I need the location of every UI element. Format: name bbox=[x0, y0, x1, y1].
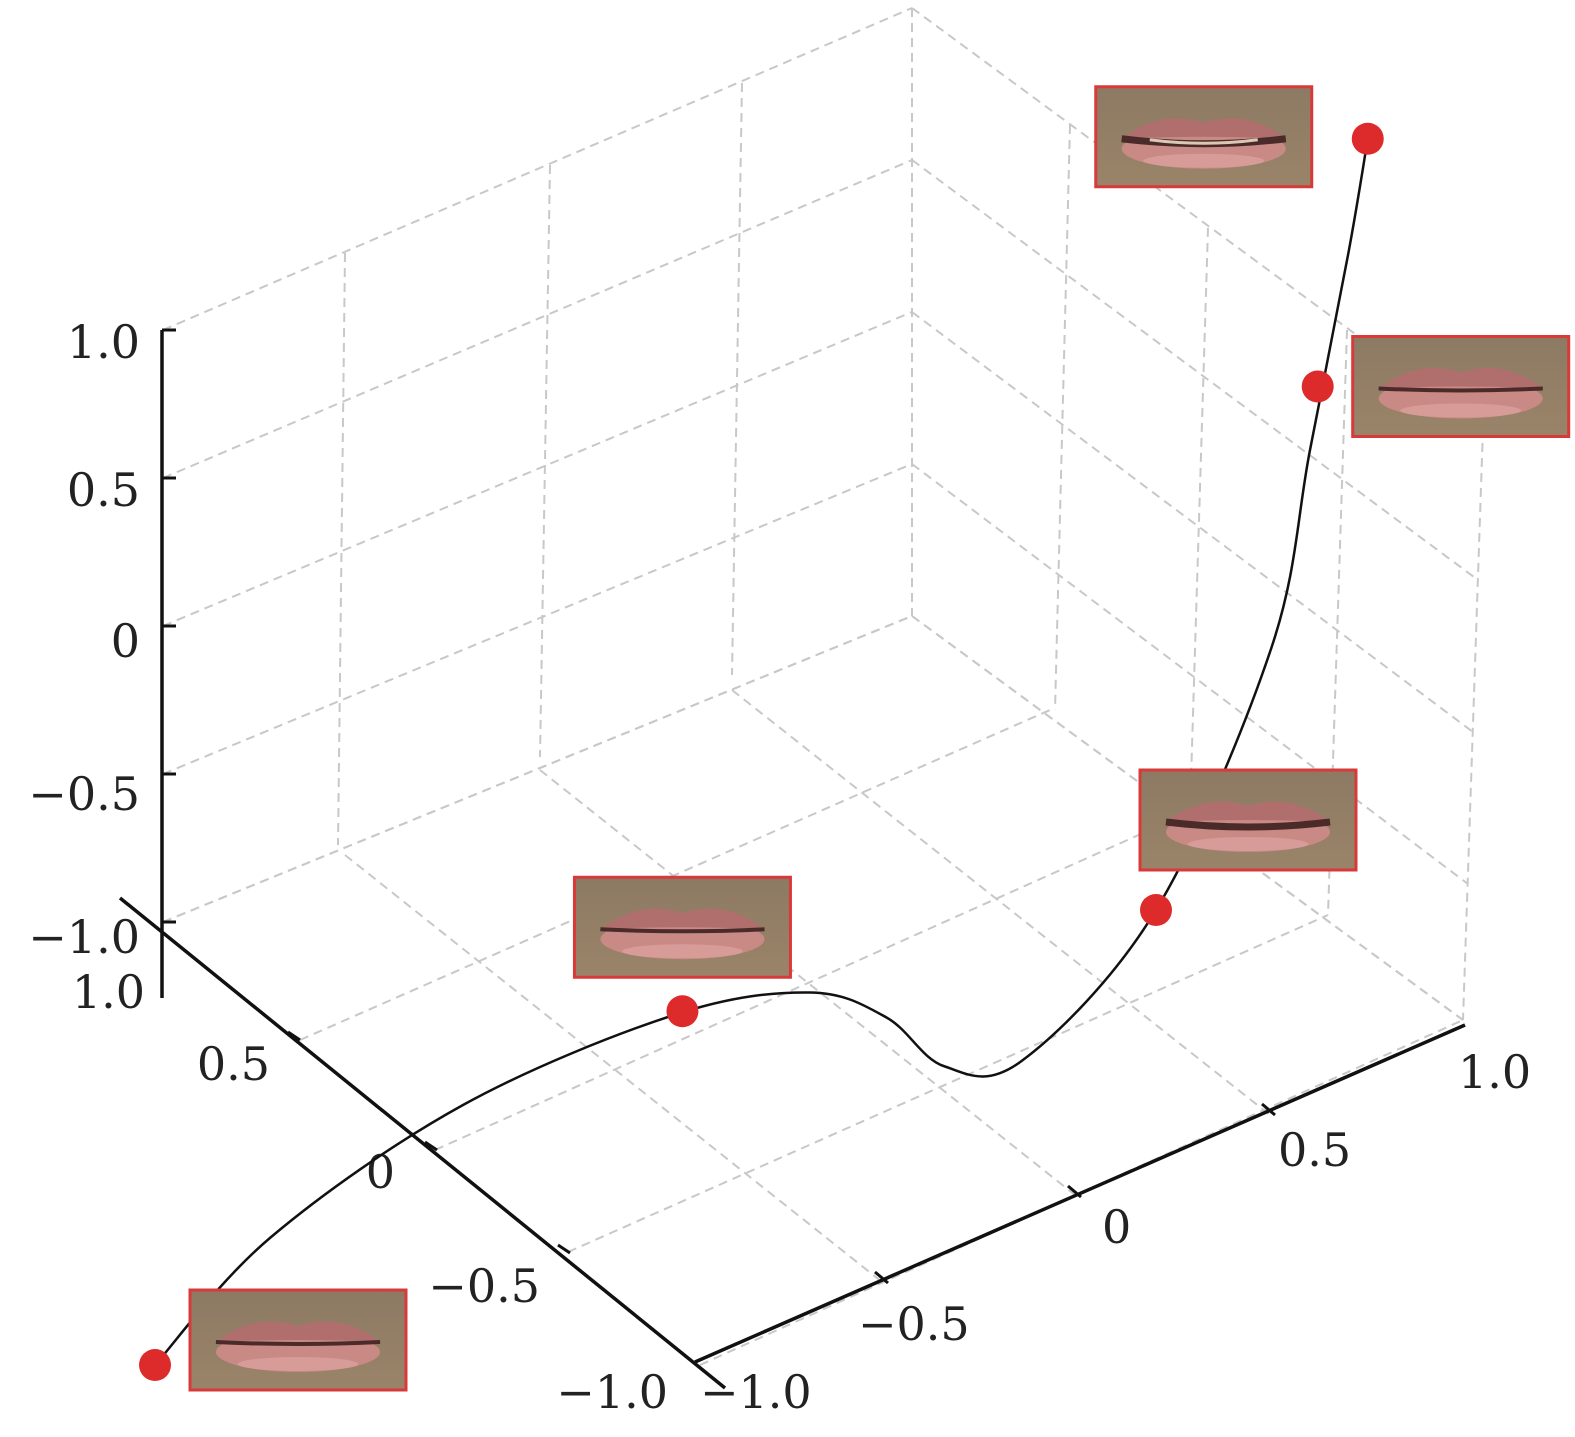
gridline bbox=[911, 615, 1464, 1021]
data-point-marker bbox=[1351, 122, 1384, 155]
y-tick-label-neg-1.0: −1.0 bbox=[556, 1365, 668, 1419]
x-axis-line bbox=[694, 1023, 1466, 1364]
gridlines-wall-left bbox=[162, 7, 913, 923]
axes-layer: 1.0 0.5 0 −0.5 −1.0 1.0 0.5 0 −0.5 −1.0 … bbox=[28, 315, 1531, 1419]
y-tick-label-0.5: 0.5 bbox=[197, 1037, 270, 1091]
data-point-marker bbox=[1140, 894, 1172, 926]
z-tick-label-neg-0.5: −0.5 bbox=[28, 767, 140, 821]
gridline bbox=[344, 854, 883, 1283]
gridlines-floor bbox=[162, 615, 1464, 1366]
data-point-marker bbox=[666, 995, 699, 1028]
gridline bbox=[911, 159, 1479, 581]
gridline bbox=[699, 1019, 1464, 1366]
gridline bbox=[162, 463, 913, 775]
gridline bbox=[1189, 227, 1209, 813]
gridline bbox=[567, 914, 1329, 1253]
gridline bbox=[911, 463, 1469, 885]
x-tick-label-1.0: 1.0 bbox=[1458, 1045, 1531, 1099]
x-tick-label-0.5: 0.5 bbox=[1278, 1123, 1351, 1177]
x-ticks: −1.0 −0.5 0 0.5 1.0 bbox=[700, 1045, 1531, 1419]
gridline bbox=[539, 164, 551, 758]
gridline bbox=[1462, 427, 1484, 1021]
z-tick-label-neg-1.0: −1.0 bbox=[28, 910, 140, 964]
gridline bbox=[539, 769, 1076, 1196]
mouth-thumbnail-1 bbox=[188, 1288, 408, 1392]
y-tick-label-1.0: 1.0 bbox=[72, 965, 145, 1019]
annotations-layer bbox=[188, 85, 1571, 1392]
x-tick-label-0: 0 bbox=[1102, 1200, 1131, 1254]
gridline bbox=[731, 689, 1271, 1116]
gridline bbox=[731, 82, 743, 676]
y-tick-mark bbox=[424, 1140, 438, 1152]
z-ticks: 1.0 0.5 0 −0.5 −1.0 bbox=[28, 315, 176, 964]
gridline bbox=[434, 811, 1191, 1151]
mouth-thumbnail-3 bbox=[1138, 768, 1358, 872]
x-tick-mark bbox=[1067, 1184, 1082, 1199]
x-tick-label-neg-1.0: −1.0 bbox=[700, 1365, 812, 1419]
z-tick-label-0.5: 0.5 bbox=[67, 463, 140, 517]
y-axis-line bbox=[118, 896, 727, 1390]
markers-layer bbox=[139, 122, 1384, 1381]
mouth-thumbnail-2 bbox=[572, 875, 792, 979]
data-point-marker bbox=[139, 1349, 171, 1381]
y-tick-mark bbox=[557, 1243, 571, 1255]
gridline bbox=[911, 311, 1474, 733]
z-tick-label-0: 0 bbox=[111, 614, 140, 668]
data-point-marker bbox=[1301, 370, 1334, 403]
z-tick-label-1.0: 1.0 bbox=[67, 315, 140, 369]
y-tick-mark bbox=[287, 1030, 301, 1042]
y-tick-label-neg-0.5: −0.5 bbox=[428, 1259, 540, 1313]
x-tick-mark bbox=[874, 1270, 889, 1285]
gridline bbox=[162, 615, 913, 923]
gridline bbox=[1054, 124, 1071, 711]
trajectory-line bbox=[154, 138, 1369, 1366]
gridline bbox=[162, 311, 913, 627]
mouth-thumbnail-5 bbox=[1094, 85, 1314, 189]
x-tick-mark bbox=[1261, 1102, 1276, 1117]
y-ticks: 1.0 0.5 0 −0.5 −1.0 bbox=[72, 965, 668, 1419]
curve-layer bbox=[154, 138, 1369, 1366]
gridline bbox=[337, 252, 346, 846]
x-tick-label-neg-0.5: −0.5 bbox=[858, 1297, 970, 1351]
y-tick-label-0: 0 bbox=[366, 1145, 395, 1199]
mouth-thumbnail-4 bbox=[1351, 335, 1571, 438]
gridline bbox=[162, 159, 913, 479]
gridline bbox=[299, 709, 1051, 1041]
gridline bbox=[162, 7, 913, 331]
